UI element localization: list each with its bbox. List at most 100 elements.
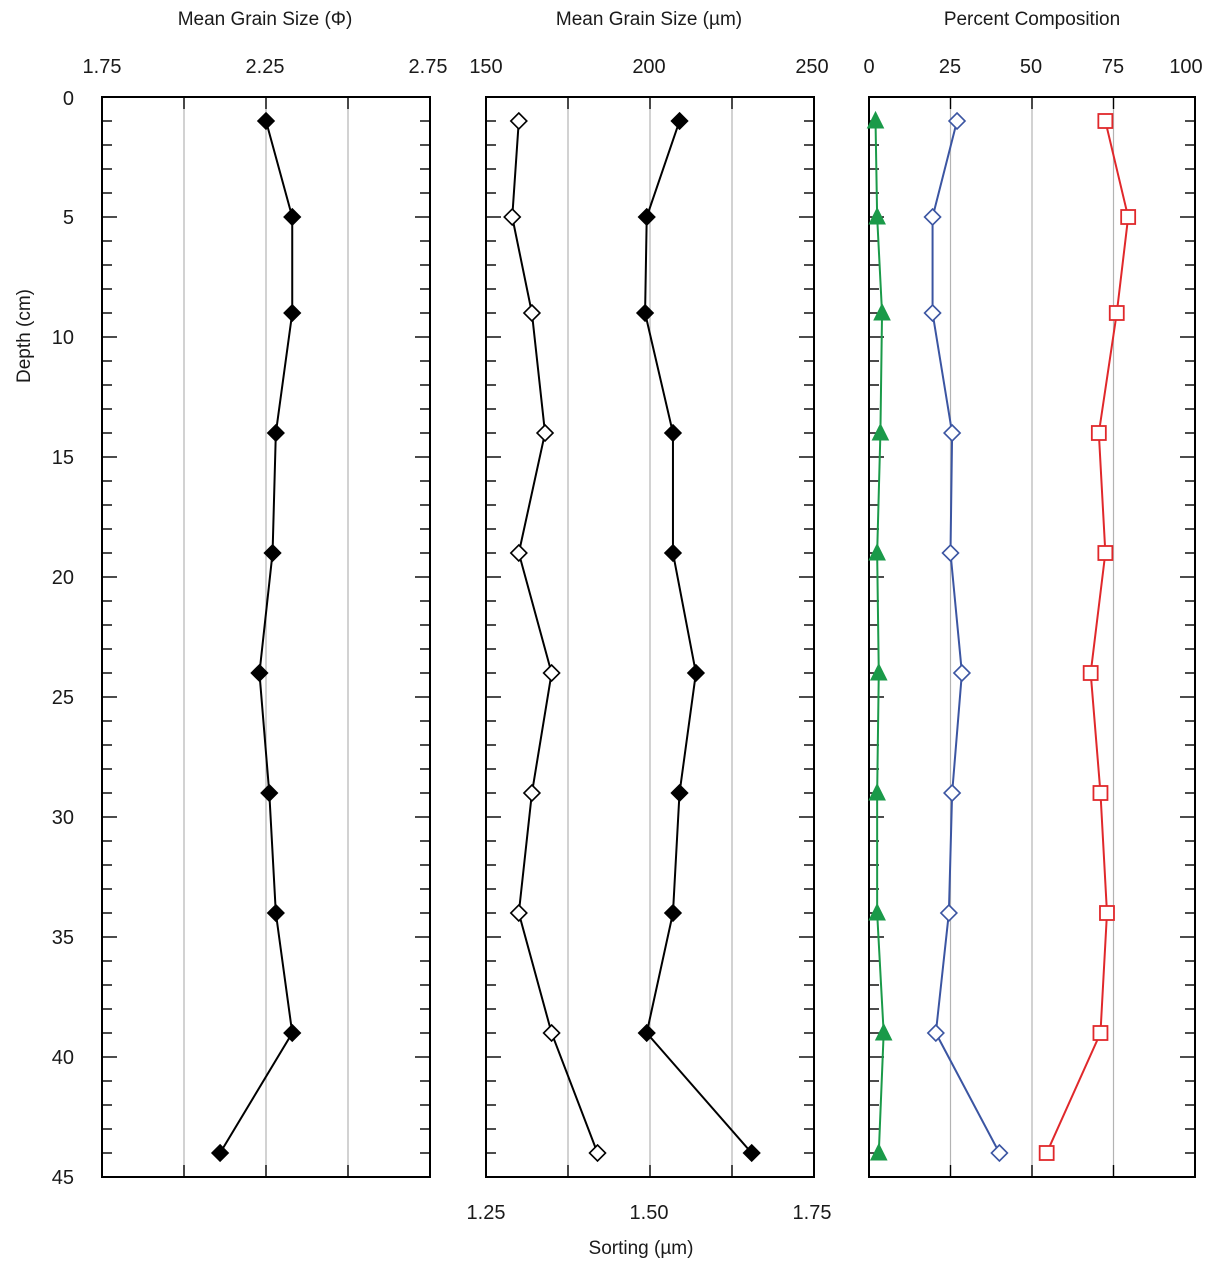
top-tick-label: 200 [632,56,665,78]
open-diamond-marker [990,1143,1009,1163]
open-square-marker [1108,305,1125,321]
open-diamond-marker [542,663,561,683]
filled-triangle-marker [868,782,886,801]
y-tick-label: 5 [63,207,74,229]
panel-um-top-tick-labels: 150 200 250 [469,56,828,78]
series-line [931,120,1001,1154]
panel-um-bottom-tick-labels: 1.25 1.50 1.75 [467,1202,832,1224]
filled-diamond-marker [256,111,276,131]
series-pct-1 [923,111,1009,1163]
y-tick-label: 10 [52,327,74,349]
filled-diamond-marker [266,903,285,923]
filled-diamond-marker [670,783,689,803]
top-tick-label: 100 [1169,56,1202,78]
y-tick-label: 20 [52,567,74,589]
filled-triangle-marker [868,902,886,921]
top-tick-label: 25 [939,56,961,78]
filled-diamond-marker [637,1023,656,1043]
open-diamond-marker [942,783,962,803]
filled-triangle-marker [866,110,885,129]
series-line [511,120,599,1154]
filled-triangle-marker [871,422,890,441]
top-tick-label: 75 [1102,56,1124,78]
series-um-0 [635,111,761,1163]
y-tick-label: 0 [63,88,74,110]
filled-diamond-marker [283,207,302,227]
series-line [219,120,294,1154]
filled-triangle-marker [874,1022,893,1041]
open-diamond-marker [923,207,942,227]
series-phi-0 [210,111,302,1163]
series-line [874,120,885,1154]
panel-frame-pct [868,96,1196,1178]
open-square-marker [1082,665,1099,681]
filled-diamond-marker [663,903,683,923]
open-diamond-marker [535,423,555,443]
filled-triangle-marker [868,542,886,561]
filled-diamond-marker [635,303,655,323]
top-tick-label: 50 [1020,56,1042,78]
top-tick-label: 250 [795,56,828,78]
series-pct-0 [866,110,893,1161]
open-diamond-marker [942,423,962,443]
filled-diamond-marker [283,1023,302,1043]
y-tick-label: 40 [52,1047,74,1069]
panel-um-title: Mean Grain Size (µm) [556,9,742,30]
open-square-marker [1097,545,1114,561]
open-diamond-marker [542,1023,561,1043]
y-tick-labels: 0 5 10 15 20 25 30 35 40 45 [52,88,74,1189]
panel-pct-title: Percent Composition [944,9,1120,30]
panel-um-bottom-title: Sorting (µm) [589,1238,694,1259]
y-tick-label: 30 [52,807,74,829]
open-diamond-marker [509,903,528,923]
panel-frame-phi [101,96,431,1178]
open-diamond-marker [926,1023,945,1043]
y-tick-label: 45 [52,1167,74,1189]
series-line [1045,120,1130,1154]
top-tick-label: 150 [469,56,502,78]
open-square-marker [1092,1025,1109,1041]
filled-diamond-marker [663,543,683,563]
open-square-marker [1120,209,1137,225]
top-tick-label: 2.25 [246,56,285,78]
bottom-tick-label: 1.50 [630,1202,669,1224]
open-diamond-marker [503,207,522,227]
filled-diamond-marker [686,663,706,683]
frame-layer [101,96,1196,1178]
open-square-marker [1097,113,1114,129]
filled-diamond-marker [670,111,689,131]
open-square-marker [1099,905,1115,921]
filled-triangle-marker [869,1142,888,1161]
open-diamond-marker [509,111,528,131]
panel-phi-top-tick-labels: 1.75 2.25 2.75 [83,56,448,78]
top-tick-label: 1.75 [83,56,122,78]
filled-diamond-marker [637,207,656,227]
open-diamond-marker [588,1143,607,1163]
panel-frame-um [485,96,815,1178]
y-tick-label: 35 [52,927,74,949]
filled-diamond-marker [263,543,282,563]
filled-diamond-marker [260,783,279,803]
open-diamond-marker [509,543,528,563]
y-tick-label: 15 [52,447,74,469]
open-square-marker [1038,1145,1055,1161]
open-diamond-marker [941,543,960,563]
y-axis-title: Depth (cm) [14,289,35,383]
series-um-1 [503,111,607,1163]
filled-diamond-marker [250,663,269,683]
y-tick-label: 25 [52,687,74,709]
open-diamond-marker [939,903,959,923]
open-diamond-marker [522,783,542,803]
series-line [644,120,753,1154]
filled-triangle-marker [868,206,886,225]
filled-diamond-marker [266,423,285,443]
filled-triangle-marker [869,662,888,681]
panel-phi-title: Mean Grain Size (Φ) [178,9,353,30]
filled-diamond-marker [742,1143,761,1163]
open-diamond-marker [947,111,967,131]
open-diamond-marker [522,303,542,323]
open-square-marker [1090,425,1107,441]
filled-triangle-marker [873,302,891,321]
filled-diamond-marker [283,303,302,323]
